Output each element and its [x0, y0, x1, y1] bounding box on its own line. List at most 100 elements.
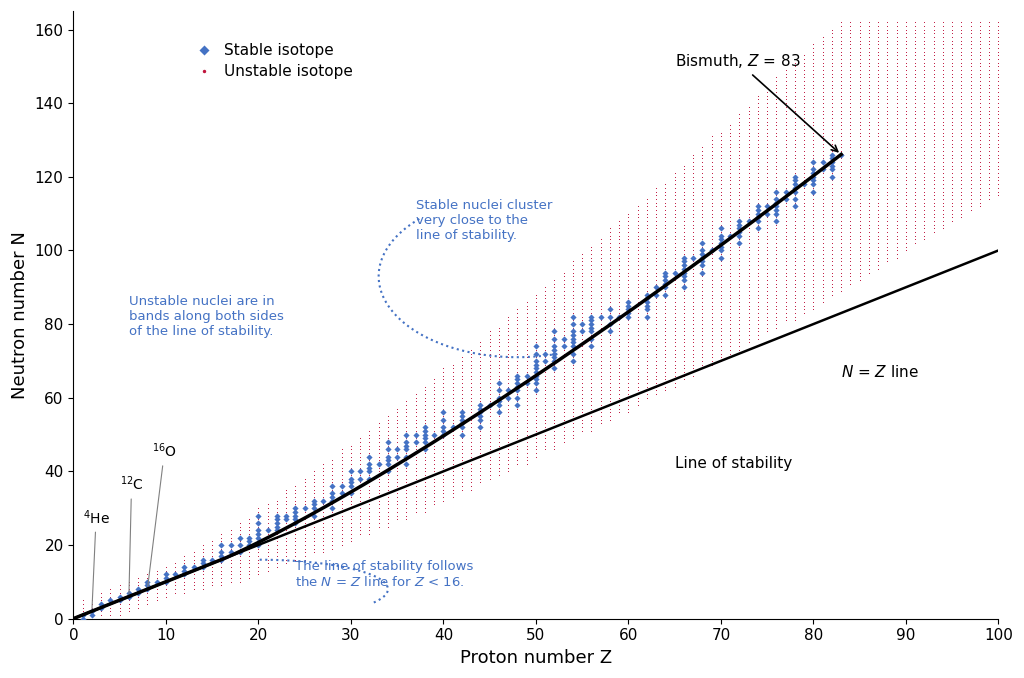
Point: [676, 293, 692, 304]
Point: [963, 20, 979, 31]
Point: [574, 396, 591, 407]
Point: [315, 543, 332, 554]
Point: [777, 172, 794, 182]
Point: [861, 64, 878, 75]
Point: [139, 587, 156, 598]
Point: [833, 68, 849, 79]
Point: [786, 245, 803, 256]
Point: [768, 315, 784, 326]
Point: [648, 193, 665, 204]
Point: [574, 256, 591, 267]
Point: [676, 322, 692, 333]
Point: [981, 72, 997, 83]
Point: [722, 120, 738, 131]
Point: [852, 275, 868, 285]
Point: [593, 296, 609, 307]
Point: [500, 429, 516, 440]
Text: The line of stability follows
the $N$ = $Z$ line for $Z$ < 16.: The line of stability follows the $N$ = …: [295, 560, 474, 589]
Point: [481, 418, 498, 429]
Point: [602, 385, 618, 396]
Point: [621, 378, 637, 388]
Point: [814, 197, 830, 208]
Point: [703, 359, 720, 370]
Point: [602, 407, 618, 418]
Point: [722, 175, 738, 186]
Point: [325, 492, 341, 502]
Point: [759, 278, 775, 289]
Point: [380, 425, 396, 436]
Point: [417, 425, 433, 436]
Point: [981, 127, 997, 138]
Point: [805, 79, 821, 90]
Point: [823, 275, 840, 285]
Point: [972, 172, 988, 182]
Point: [389, 514, 406, 525]
Point: [121, 580, 137, 591]
Point: [694, 355, 711, 366]
Point: [584, 249, 600, 260]
Point: [852, 35, 868, 46]
Point: [490, 403, 507, 414]
Point: [584, 275, 600, 285]
Point: [639, 252, 655, 263]
Point: [814, 76, 830, 87]
Point: [843, 164, 859, 175]
Point: [963, 123, 979, 134]
Point: [371, 517, 387, 528]
Point: [768, 264, 784, 275]
Point: [527, 352, 544, 363]
Point: [139, 591, 156, 602]
Point: [630, 367, 646, 378]
Point: [880, 46, 896, 57]
Point: [361, 470, 378, 481]
Point: [861, 234, 878, 245]
Point: [574, 319, 591, 330]
Point: [926, 113, 942, 123]
Point: [555, 322, 571, 333]
Point: [898, 61, 914, 72]
Point: [703, 167, 720, 178]
Point: [889, 108, 905, 119]
Point: [167, 573, 183, 584]
Point: [805, 131, 821, 142]
Point: [861, 120, 878, 131]
Point: [981, 28, 997, 39]
Point: [870, 102, 887, 113]
Point: [306, 481, 323, 492]
Point: [472, 355, 488, 366]
Point: [555, 337, 571, 348]
Point: [555, 396, 571, 407]
Point: [852, 271, 868, 281]
Point: [843, 50, 859, 61]
Point: [972, 153, 988, 164]
Point: [852, 123, 868, 134]
Point: [639, 308, 655, 319]
Point: [685, 348, 701, 359]
Point: [990, 134, 1007, 145]
Point: [843, 275, 859, 285]
Point: [944, 94, 961, 105]
Point: [731, 326, 748, 337]
Point: [648, 290, 665, 300]
Point: [963, 193, 979, 204]
Point: [759, 108, 775, 119]
Point: [981, 57, 997, 68]
Point: [786, 142, 803, 153]
Point: [435, 473, 452, 484]
Point: [621, 381, 637, 392]
Point: [380, 462, 396, 473]
Point: [694, 334, 711, 344]
Point: [500, 455, 516, 466]
Point: [805, 43, 821, 54]
Point: [602, 271, 618, 281]
Point: [621, 304, 637, 315]
Point: [537, 322, 553, 333]
Point: [805, 72, 821, 83]
Point: [621, 319, 637, 330]
Point: [823, 146, 840, 157]
Point: [231, 536, 248, 546]
Point: [648, 186, 665, 197]
Point: [639, 355, 655, 366]
Point: [898, 182, 914, 193]
Point: [361, 496, 378, 506]
